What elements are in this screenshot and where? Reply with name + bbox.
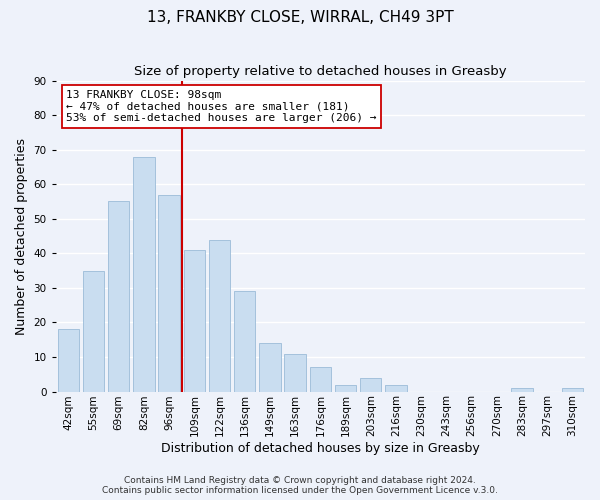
- Bar: [184, 250, 205, 392]
- X-axis label: Distribution of detached houses by size in Greasby: Distribution of detached houses by size …: [161, 442, 480, 455]
- Text: 13 FRANKBY CLOSE: 98sqm
← 47% of detached houses are smaller (181)
53% of semi-d: 13 FRANKBY CLOSE: 98sqm ← 47% of detache…: [66, 90, 377, 123]
- Bar: [58, 330, 79, 392]
- Bar: [133, 156, 155, 392]
- Bar: [360, 378, 382, 392]
- Bar: [385, 384, 407, 392]
- Bar: [259, 343, 281, 392]
- Bar: [335, 384, 356, 392]
- Text: Contains HM Land Registry data © Crown copyright and database right 2024.
Contai: Contains HM Land Registry data © Crown c…: [102, 476, 498, 495]
- Bar: [83, 270, 104, 392]
- Bar: [209, 240, 230, 392]
- Bar: [562, 388, 583, 392]
- Bar: [310, 368, 331, 392]
- Bar: [108, 202, 130, 392]
- Y-axis label: Number of detached properties: Number of detached properties: [15, 138, 28, 334]
- Bar: [511, 388, 533, 392]
- Text: 13, FRANKBY CLOSE, WIRRAL, CH49 3PT: 13, FRANKBY CLOSE, WIRRAL, CH49 3PT: [146, 10, 454, 25]
- Bar: [158, 194, 180, 392]
- Bar: [234, 292, 256, 392]
- Title: Size of property relative to detached houses in Greasby: Size of property relative to detached ho…: [134, 65, 506, 78]
- Bar: [284, 354, 306, 392]
